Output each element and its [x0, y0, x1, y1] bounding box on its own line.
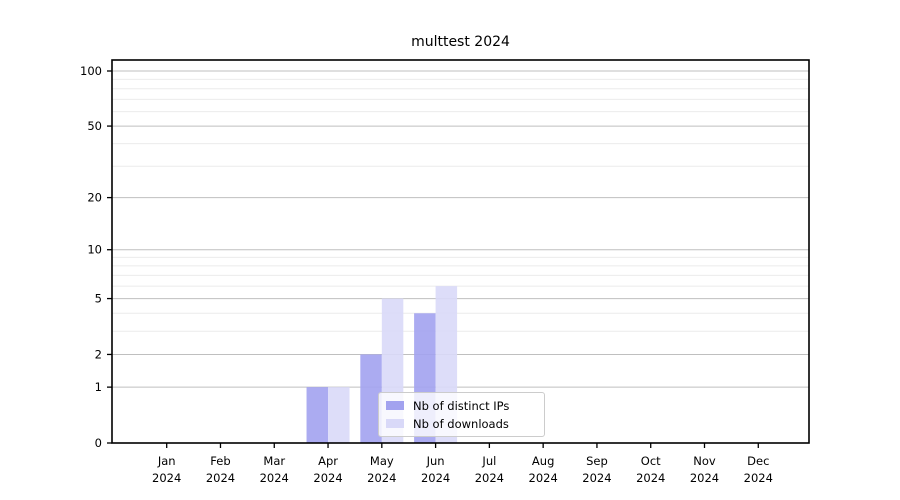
- x-tick-month-label: May: [370, 454, 394, 468]
- x-tick-year-label: 2024: [636, 471, 665, 485]
- x-tick-month-label: Nov: [693, 454, 716, 468]
- x-tick-year-label: 2024: [206, 471, 235, 485]
- x-tick-month-label: Jul: [481, 454, 496, 468]
- x-tick-month-label: Dec: [747, 454, 769, 468]
- bar: [328, 387, 350, 443]
- x-tick-year-label: 2024: [475, 471, 504, 485]
- x-tick-month-label: Jun: [426, 454, 445, 468]
- legend-item-distinct-ips: Nb of distinct IPs: [386, 398, 544, 413]
- legend-swatch-distinct-ips: [386, 401, 404, 410]
- y-tick-label: 10: [87, 243, 102, 257]
- y-tick-label: 2: [95, 347, 102, 361]
- y-tick-label: 5: [95, 292, 102, 306]
- x-tick-year-label: 2024: [260, 471, 289, 485]
- legend-label-distinct-ips: Nb of distinct IPs: [413, 398, 510, 413]
- x-tick-year-label: 2024: [529, 471, 558, 485]
- chart-title: multtest 2024: [411, 34, 510, 50]
- x-tick-year-label: 2024: [313, 471, 342, 485]
- x-tick-month-label: Aug: [532, 454, 554, 468]
- x-tick-month-label: Oct: [641, 454, 661, 468]
- y-tick-label: 1: [95, 380, 102, 394]
- y-tick-label: 0: [95, 436, 102, 450]
- x-tick-month-label: Jan: [157, 454, 176, 468]
- x-tick-year-label: 2024: [582, 471, 611, 485]
- y-tick-label: 50: [87, 119, 102, 133]
- x-tick-year-label: 2024: [690, 471, 719, 485]
- legend-label-downloads: Nb of downloads: [413, 416, 509, 431]
- x-tick-month-label: Sep: [586, 454, 608, 468]
- x-tick-month-label: Apr: [318, 454, 338, 468]
- x-tick-month-label: Feb: [210, 454, 230, 468]
- bar: [306, 387, 329, 443]
- bar: [360, 354, 382, 443]
- x-tick-year-label: 2024: [744, 471, 773, 485]
- x-tick-year-label: 2024: [421, 471, 450, 485]
- y-tick-label: 20: [87, 191, 102, 205]
- x-tick-month-label: Mar: [263, 454, 285, 468]
- y-tick-label: 100: [80, 64, 102, 78]
- x-tick-year-label: 2024: [152, 471, 181, 485]
- legend-swatch-downloads: [386, 419, 404, 428]
- x-tick-year-label: 2024: [367, 471, 396, 485]
- legend-item-downloads: Nb of downloads: [386, 416, 544, 431]
- legend: Nb of distinct IPs Nb of downloads: [378, 392, 545, 437]
- plot-frame: [111, 59, 810, 444]
